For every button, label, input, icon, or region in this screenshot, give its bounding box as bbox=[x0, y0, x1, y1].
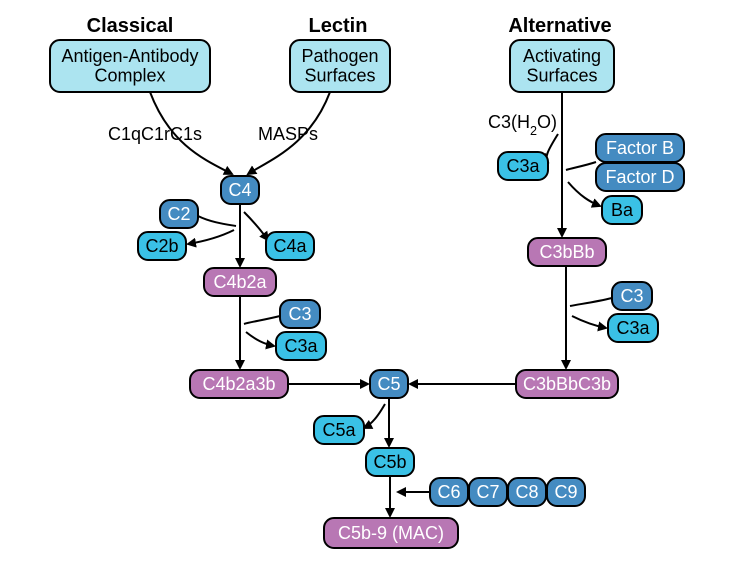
ba-node-label: Ba bbox=[611, 200, 634, 220]
antigen-antibody-complex-label: Antigen-Antibody bbox=[61, 46, 198, 66]
activating-surfaces-label: Activating bbox=[523, 46, 601, 66]
c9-node: C9 bbox=[547, 478, 585, 506]
antigen-antibody-complex-label: Complex bbox=[94, 66, 165, 86]
c1qc1rc1s-label: C1qC1rC1s bbox=[108, 124, 202, 144]
factor-b-node-label: Factor B bbox=[606, 138, 674, 158]
c3bbbc3b-node: C3bBbC3b bbox=[516, 370, 618, 398]
c3a-alt-node: C3a bbox=[498, 152, 548, 180]
c7-node-label: C7 bbox=[476, 482, 499, 502]
e-c3-right-in bbox=[570, 298, 612, 306]
e-factor-in bbox=[566, 162, 596, 170]
c6-node-label: C6 bbox=[437, 482, 460, 502]
c6-node: C6 bbox=[430, 478, 468, 506]
pathogen-surfaces: PathogenSurfaces bbox=[290, 40, 390, 92]
c2-node: C2 bbox=[160, 200, 198, 228]
c8-node-label: C8 bbox=[515, 482, 538, 502]
e-c3a-right-out bbox=[572, 316, 606, 328]
c3-right-node-label: C3 bbox=[620, 286, 643, 306]
c5b-node-label: C5b bbox=[373, 452, 406, 472]
c3h2o-label: C3(H2O) bbox=[488, 112, 557, 138]
e-c5-c5a bbox=[364, 404, 385, 428]
c3a-right-node: C3a bbox=[608, 314, 658, 342]
c2-node-label: C2 bbox=[167, 204, 190, 224]
c3a-right-node-label: C3a bbox=[616, 318, 650, 338]
c3bbbc3b-node-label: C3bBbC3b bbox=[523, 374, 611, 394]
c4b2a3b-node: C4b2a3b bbox=[190, 370, 288, 398]
ba-node: Ba bbox=[602, 196, 642, 224]
c9-node-label: C9 bbox=[554, 482, 577, 502]
factor-d-node: Factor D bbox=[596, 163, 684, 191]
c4b2a-node: C4b2a bbox=[204, 268, 276, 296]
masps-label: MASPs bbox=[258, 124, 318, 144]
e-c4-c4a bbox=[244, 212, 268, 240]
c8-node: C8 bbox=[508, 478, 546, 506]
c3-right-node: C3 bbox=[612, 282, 652, 310]
c2b-node: C2b bbox=[138, 232, 186, 260]
c7-node: C7 bbox=[469, 478, 507, 506]
c4b2a-node-label: C4b2a bbox=[213, 272, 267, 292]
e-c2b-out bbox=[188, 230, 234, 244]
c3-left-node-label: C3 bbox=[288, 304, 311, 324]
e-c2-in bbox=[198, 216, 236, 226]
c5a-node-label: C5a bbox=[322, 420, 356, 440]
factor-d-node-label: Factor D bbox=[605, 167, 674, 187]
e-c3-left-in bbox=[244, 316, 280, 324]
hdr-alternative: Alternative bbox=[508, 15, 611, 37]
e-ba-out bbox=[568, 182, 600, 206]
c5-node-label: C5 bbox=[377, 374, 400, 394]
c4-node: C4 bbox=[221, 176, 259, 204]
c3-left-node: C3 bbox=[280, 300, 320, 328]
antigen-antibody-complex: Antigen-AntibodyComplex bbox=[50, 40, 210, 92]
mac-node: C5b-9 (MAC) bbox=[324, 518, 458, 548]
hdr-lectin: Lectin bbox=[309, 15, 368, 37]
c4-node-label: C4 bbox=[228, 180, 251, 200]
e-c3a-left-out bbox=[246, 332, 274, 346]
c5-node: C5 bbox=[370, 370, 408, 398]
factor-b-node: Factor B bbox=[596, 134, 684, 162]
c4a-node-label: C4a bbox=[273, 236, 307, 256]
mac-node-label: C5b-9 (MAC) bbox=[338, 523, 444, 543]
c4b2a3b-node-label: C4b2a3b bbox=[202, 374, 275, 394]
activating-surfaces-label: Surfaces bbox=[526, 66, 597, 86]
c3a-alt-node-label: C3a bbox=[506, 156, 540, 176]
c3bbb-node-label: C3bBb bbox=[539, 242, 594, 262]
c3a-left-node: C3a bbox=[276, 332, 326, 360]
complement-pathway-diagram: Classical Lectin Alternative Antigen-Antibo… bbox=[0, 0, 745, 570]
c5a-node: C5a bbox=[314, 416, 364, 444]
c2b-node-label: C2b bbox=[145, 236, 178, 256]
c4a-node: C4a bbox=[266, 232, 314, 260]
c5b-node: C5b bbox=[366, 448, 414, 476]
activating-surfaces: ActivatingSurfaces bbox=[510, 40, 614, 92]
pathogen-surfaces-label: Surfaces bbox=[304, 66, 375, 86]
c3a-left-node-label: C3a bbox=[284, 336, 318, 356]
c3bbb-node: C3bBb bbox=[528, 238, 606, 266]
hdr-classical: Classical bbox=[87, 15, 174, 37]
pathogen-surfaces-label: Pathogen bbox=[301, 46, 378, 66]
